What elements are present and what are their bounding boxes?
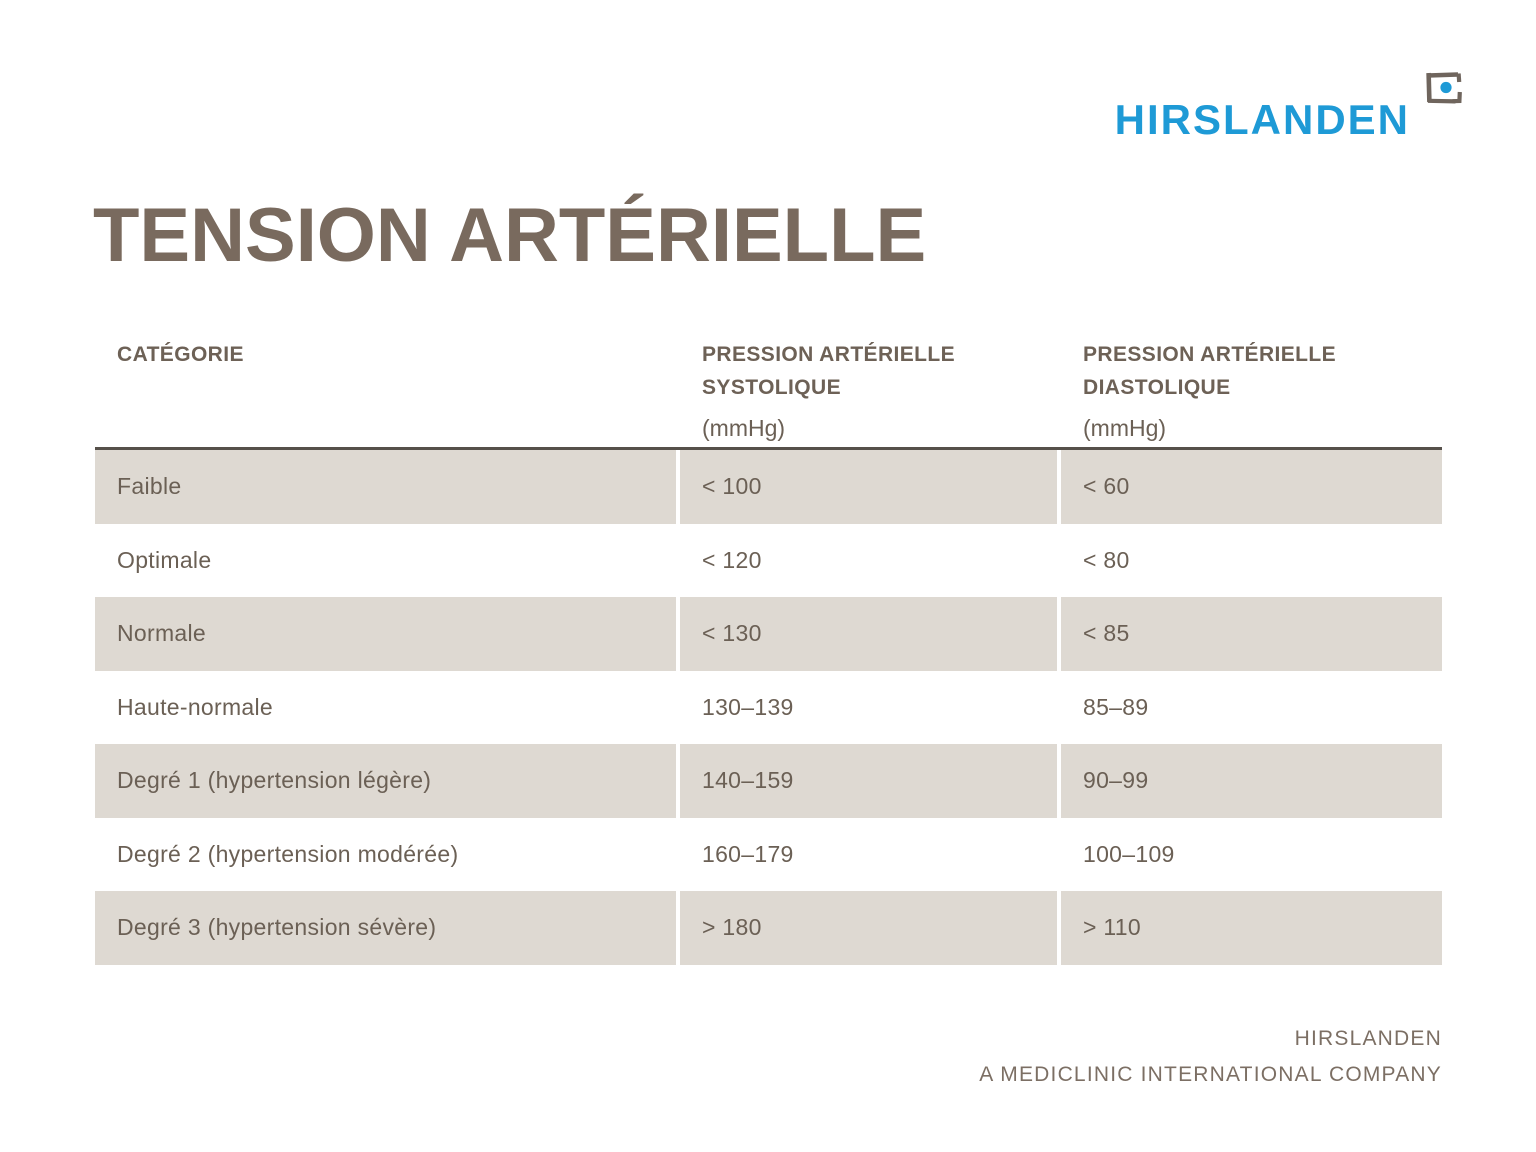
table-body: Faible < 100 < 60 Optimale < 120 < 80 No… <box>95 447 1442 965</box>
table-row: Faible < 100 < 60 <box>95 450 1442 524</box>
cell-diastolic: 90–99 <box>1061 744 1442 818</box>
cell-diastolic: 85–89 <box>1061 670 1442 744</box>
table-header-row: CATÉGORIE PRESSION ARTÉRIELLE SYSTOLIQUE … <box>95 338 1442 447</box>
cell-systolic: 140–159 <box>680 744 1057 818</box>
cell-category: Degré 2 (hypertension modérée) <box>95 817 676 891</box>
logo-wordmark: HIRSLANDEN <box>1114 96 1410 143</box>
cell-category: Faible <box>95 450 676 524</box>
cell-systolic: < 130 <box>680 597 1057 671</box>
page-title: TENSION ARTÉRIELLE <box>93 193 927 278</box>
table-row: Haute-normale 130–139 85–89 <box>95 670 1442 744</box>
header-systolic: PRESSION ARTÉRIELLE SYSTOLIQUE (mmHg) <box>680 338 1057 447</box>
cell-diastolic: < 60 <box>1061 450 1442 524</box>
footer-line1: HIRSLANDEN <box>1294 1027 1442 1050</box>
footer: HIRSLANDEN A MEDICLINIC INTERNATIONAL CO… <box>979 1021 1442 1093</box>
table-row: Optimale < 120 < 80 <box>95 523 1442 597</box>
cell-category: Optimale <box>95 523 676 597</box>
table-row: Degré 3 (hypertension sévère) > 180 > 11… <box>95 891 1442 965</box>
header-systolic-line1: PRESSION ARTÉRIELLE <box>702 343 956 366</box>
cell-diastolic: < 80 <box>1061 523 1442 597</box>
cell-category: Degré 1 (hypertension légère) <box>95 744 676 818</box>
cell-category: Normale <box>95 597 676 671</box>
cell-systolic: 130–139 <box>680 670 1057 744</box>
cell-diastolic: > 110 <box>1061 891 1442 965</box>
header-systolic-unit: (mmHg) <box>702 415 786 441</box>
cell-category: Degré 3 (hypertension sévère) <box>95 891 676 965</box>
table-row: Normale < 130 < 85 <box>95 597 1442 671</box>
cell-systolic: < 120 <box>680 523 1057 597</box>
header-category-unit <box>117 442 676 447</box>
cell-diastolic: 100–109 <box>1061 817 1442 891</box>
footer-line2: A MEDICLINIC INTERNATIONAL COMPANY <box>979 1063 1442 1086</box>
cell-diastolic: < 85 <box>1061 597 1442 671</box>
header-systolic-line2: SYSTOLIQUE <box>702 376 841 399</box>
cell-systolic: > 180 <box>680 891 1057 965</box>
cell-category: Haute-normale <box>95 670 676 744</box>
table-row: Degré 2 (hypertension modérée) 160–179 1… <box>95 817 1442 891</box>
hirslanden-frame-icon <box>1426 72 1462 104</box>
header-systolic-label: PRESSION ARTÉRIELLE SYSTOLIQUE <box>702 338 1057 404</box>
header-diastolic: PRESSION ARTÉRIELLE DIASTOLIQUE (mmHg) <box>1061 338 1442 447</box>
header-diastolic-label: PRESSION ARTÉRIELLE DIASTOLIQUE <box>1083 338 1442 404</box>
header-diastolic-unit: (mmHg) <box>1083 415 1167 441</box>
header-diastolic-line2: DIASTOLIQUE <box>1083 376 1231 399</box>
blood-pressure-table: CATÉGORIE PRESSION ARTÉRIELLE SYSTOLIQUE … <box>95 338 1442 965</box>
header-diastolic-line1: PRESSION ARTÉRIELLE <box>1083 343 1337 366</box>
cell-systolic: < 100 <box>680 450 1057 524</box>
cell-systolic: 160–179 <box>680 817 1057 891</box>
table-row: Degré 1 (hypertension légère) 140–159 90… <box>95 744 1442 818</box>
header-category: CATÉGORIE <box>95 338 676 447</box>
header-category-label: CATÉGORIE <box>117 343 244 366</box>
